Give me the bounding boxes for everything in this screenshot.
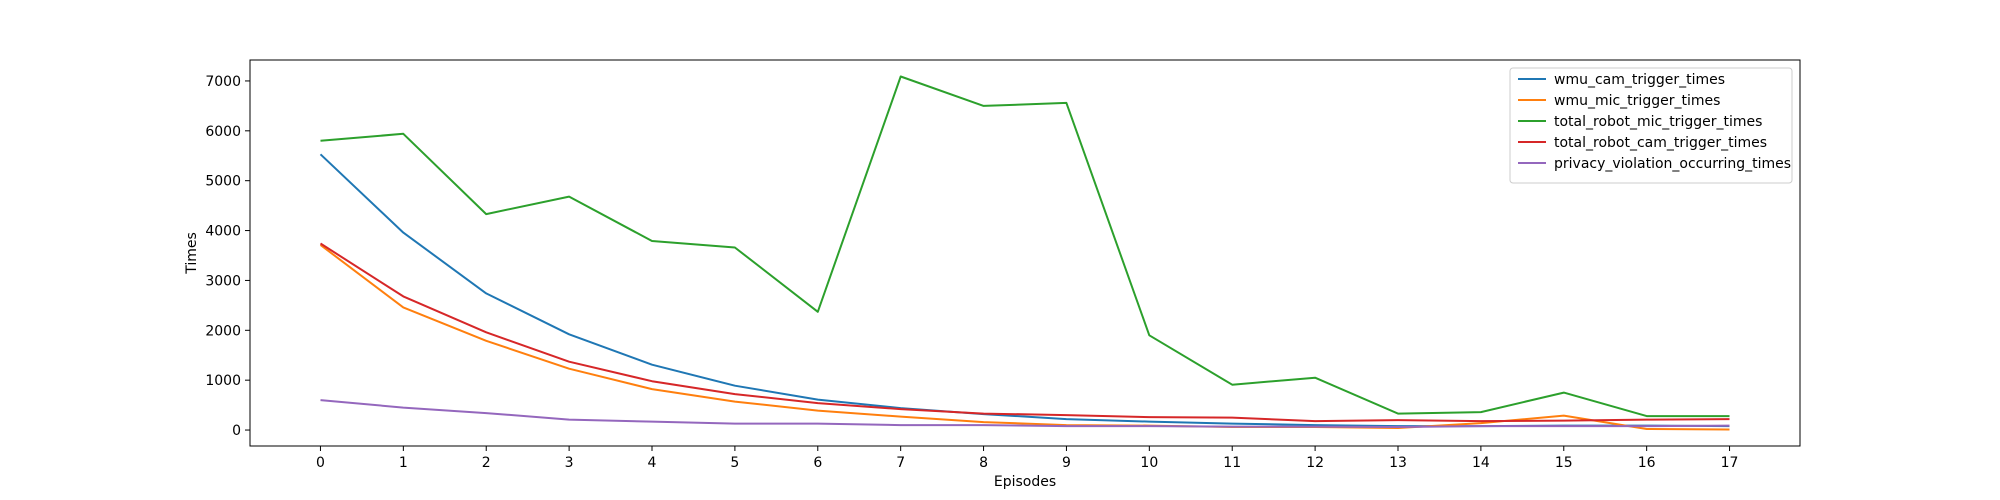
y-axis-ticks: 0 1000 2000 3000 4000 5000 6000 7000 [205,74,250,439]
series-line-privacy-violation-occurring-times [320,399,1730,428]
legend-entry-label: total_robot_cam_trigger_times [1554,135,1767,151]
x-tick-label: 4 [648,455,657,471]
legend: wmu_cam_trigger_times wmu_mic_trigger_tim… [1509,67,1793,184]
legend-entry-label: wmu_mic_trigger_times [1554,93,1720,109]
x-tick-label: 9 [1062,455,1071,471]
legend-entry-label: wmu_cam_trigger_times [1554,72,1725,88]
y-axis-label: Times [184,232,200,275]
legend-entry-label: total_robot_mic_trigger_times [1554,114,1762,130]
x-tick-label: 16 [1638,455,1656,471]
x-tick-label: 5 [730,455,739,471]
series-line-total-robot-mic-trigger-times [320,75,1730,418]
y-tick-label: 5000 [205,174,241,190]
x-tick-label: 7 [896,455,905,471]
x-axis-ticks: 0 1 2 3 4 5 6 7 8 9 10 11 12 13 14 15 16 17 [316,446,1738,471]
x-tick-label: 6 [813,455,822,471]
x-tick-label: 17 [1721,455,1739,471]
series-line-total-robot-cam-trigger-times [319,242,1730,423]
x-tick-label: 3 [565,455,574,471]
x-tick-label: 15 [1555,455,1573,471]
legend-box [1509,67,1793,184]
x-tick-label: 14 [1472,455,1490,471]
x-tick-label: 1 [399,455,408,471]
x-tick-label: 2 [482,455,491,471]
y-tick-label: 1000 [205,373,241,389]
series-layer [319,75,1730,431]
y-tick-label: 7000 [205,74,241,90]
x-tick-label: 8 [979,455,988,471]
series-line-wmu-cam-trigger-times [319,153,1730,428]
x-tick-label: 10 [1140,455,1158,471]
plot-area-frame [249,59,1801,447]
series-line-wmu-mic-trigger-times [319,244,1730,431]
y-tick-label: 6000 [205,124,241,140]
x-tick-label: 11 [1223,455,1241,471]
x-tick-label: 13 [1389,455,1407,471]
y-tick-label: 2000 [205,323,241,339]
x-tick-label: 12 [1306,455,1324,471]
x-tick-label: 0 [316,455,325,471]
y-tick-label: 3000 [205,273,241,289]
x-axis-label: Episodes [994,474,1056,490]
y-tick-label: 4000 [205,224,241,240]
legend-entry-label: privacy_violation_occurring_times [1554,156,1791,172]
y-tick-label: 0 [232,423,241,439]
